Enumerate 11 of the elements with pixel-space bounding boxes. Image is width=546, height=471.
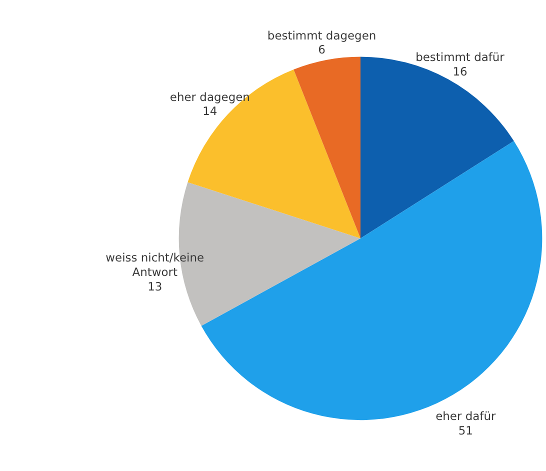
slice-label: bestimmt dafür bbox=[416, 50, 505, 64]
slice-label: eher dagegen bbox=[170, 90, 250, 104]
data-label: 13 bbox=[148, 279, 162, 294]
data-label: 16 bbox=[452, 64, 468, 79]
slice-label: eher dafür bbox=[436, 408, 496, 423]
slice-label: bestimmt dagegen bbox=[267, 28, 376, 42]
slice-label: weiss nicht/keine Antwort bbox=[106, 250, 204, 279]
pie-slice bbox=[294, 56, 360, 238]
data-label: 14 bbox=[202, 104, 218, 118]
data-label: 6 bbox=[318, 42, 326, 57]
data-label: 51 bbox=[458, 423, 473, 438]
